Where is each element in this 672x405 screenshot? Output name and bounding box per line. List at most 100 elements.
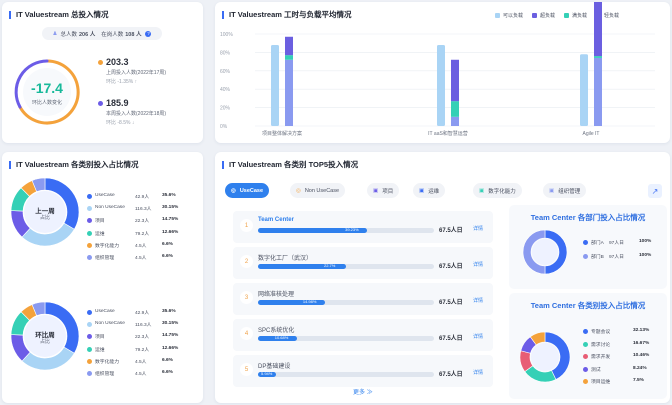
rank-name: SPC系统优化 bbox=[258, 328, 295, 334]
category-color-dot bbox=[87, 310, 92, 315]
rank-row[interactable]: 1 Team Center 39.23% 67.5人日 详情 bbox=[233, 211, 493, 243]
rank-row[interactable]: 5 DP基础建设 5.94% 67.5人日 详情 bbox=[233, 355, 493, 387]
bar-segment bbox=[285, 55, 293, 60]
tc-dept-name: 部门A bbox=[591, 241, 604, 246]
user-icon: ♟ bbox=[52, 30, 58, 37]
tc-category-dot bbox=[583, 329, 588, 334]
donut-slice bbox=[31, 301, 46, 317]
rank-detail-link[interactable]: 详情 bbox=[473, 262, 484, 268]
active-value: 108 人 bbox=[125, 31, 142, 38]
tab-org[interactable]: ▣ 组织管理 bbox=[543, 183, 587, 198]
donut1-center-label: 上一周 bbox=[35, 208, 55, 215]
rank-name: Team Center bbox=[258, 217, 294, 223]
tc-category-pct: 7.5% bbox=[633, 378, 644, 383]
overview-title: IT Valuestream 总投入情况 bbox=[9, 11, 109, 19]
tab-icon: ▣ bbox=[479, 187, 485, 194]
compare-week-donut bbox=[10, 301, 80, 371]
rank-detail-link[interactable]: 详情 bbox=[473, 370, 484, 376]
category-people: 22.3人 bbox=[135, 219, 150, 225]
rank-bar-fill bbox=[258, 300, 325, 305]
tab-usecase[interactable]: ◎ UseCase bbox=[225, 183, 270, 198]
tc-dept-people: 97人日 bbox=[609, 241, 624, 246]
bar-segment bbox=[451, 59, 459, 102]
rank-bar-track: 39.23% bbox=[258, 227, 434, 233]
legend-swatch bbox=[532, 13, 538, 18]
tab-icon: ◎ bbox=[296, 187, 301, 194]
gauge-label: 环比人数变化 bbox=[31, 100, 62, 106]
donut-hole bbox=[24, 315, 66, 357]
rank-bar-track: 22.7% bbox=[258, 263, 434, 269]
category-pct: 30.15% bbox=[162, 321, 179, 327]
category-name: 组织管理 bbox=[95, 256, 115, 261]
tc-category-pct: 16.67% bbox=[633, 340, 650, 346]
rank-bar-percent: 14.98% bbox=[302, 299, 317, 304]
category-color-dot bbox=[87, 334, 92, 340]
rank-number: 2 bbox=[240, 255, 253, 268]
category-color-dot bbox=[87, 242, 92, 248]
category-pct: 14.75% bbox=[162, 333, 179, 339]
category-pct: 6.6% bbox=[162, 357, 173, 363]
category-color-dot bbox=[87, 255, 92, 260]
donut1-center-sub: 占比 bbox=[39, 215, 50, 221]
legend-item: 超负载 bbox=[532, 12, 555, 19]
rank-detail-link[interactable]: 详情 bbox=[473, 298, 484, 304]
bar-segment bbox=[594, 57, 602, 126]
category-name: Non UseCase bbox=[95, 321, 125, 327]
category-name: Non UseCase bbox=[95, 205, 125, 211]
active-label: 在岗人数 bbox=[101, 31, 124, 38]
y-tick-label: 40% bbox=[220, 87, 231, 93]
rank-bar-fill bbox=[258, 264, 346, 269]
category-people: 4.5人 bbox=[135, 256, 147, 261]
category-color-dot bbox=[87, 371, 92, 376]
donut-slice bbox=[522, 229, 546, 275]
stat2-label: 本周投入人数(2022年18周) bbox=[106, 111, 167, 117]
tc-category-name: 需求讨论 bbox=[591, 342, 611, 348]
stat1-dot bbox=[98, 60, 103, 65]
external-link-icon[interactable]: ↗ bbox=[648, 184, 662, 198]
donut-hole bbox=[532, 239, 558, 265]
category-pct: 35.6% bbox=[162, 309, 176, 314]
tc-category-name: 项目运维 bbox=[591, 380, 611, 385]
bar-segment bbox=[451, 116, 459, 126]
headcount-value: 206 人 bbox=[79, 31, 96, 38]
x-tick-label: 项目整体解决方案 bbox=[262, 130, 302, 137]
rank-detail-link[interactable]: 详情 bbox=[473, 334, 484, 340]
tc-category-donut bbox=[519, 331, 571, 383]
legend-item: 可以负载 bbox=[495, 12, 523, 19]
rank-value: 67.5人日 bbox=[439, 228, 463, 234]
rank-name: DP基础建设 bbox=[258, 364, 291, 370]
legend-swatch bbox=[495, 13, 500, 18]
bar-segment bbox=[285, 36, 293, 56]
help-icon[interactable]: ? bbox=[145, 30, 152, 37]
tab-project[interactable]: ▣ 项目 bbox=[367, 183, 400, 198]
bar-segment bbox=[594, 56, 602, 58]
tc-category-title: Team Center 各类别投入占比情况 bbox=[530, 301, 646, 310]
tab-icon: ▣ bbox=[373, 187, 379, 194]
category-pct: 35.6% bbox=[162, 193, 176, 198]
rank-row[interactable]: 4 SPC系统优化 10.68% 67.5人日 详情 bbox=[233, 319, 493, 351]
tc-dept-donut bbox=[522, 229, 568, 275]
tc-dept-title: Team Center 各部门投入占比情况 bbox=[530, 213, 646, 222]
category-people: 79.2人 bbox=[135, 347, 150, 353]
headcount-label: 总人数 bbox=[60, 31, 77, 38]
workload-chart: 100% 80% 60% 40% 20% 0% 项目整体解决方案 IT aaS和智慧运营 Agi… bbox=[220, 2, 655, 137]
rank-row[interactable]: 3 网络准核处理 14.98% 67.5人日 详情 bbox=[233, 283, 493, 315]
category-pct: 6.6% bbox=[162, 254, 173, 259]
tc-category-name: 需求开发 bbox=[591, 355, 611, 360]
bar-available bbox=[580, 54, 588, 126]
tab-ops[interactable]: ▣ 运维 bbox=[413, 183, 446, 198]
rank-detail-link[interactable]: 详情 bbox=[473, 226, 484, 232]
tab-icon: ◎ bbox=[231, 187, 236, 194]
tc-dept-people: 97人日 bbox=[609, 255, 624, 260]
tab-non-usecase[interactable]: ◎ Non UseCase bbox=[290, 183, 346, 198]
tab-digital[interactable]: ▣ 数字化能力 bbox=[473, 183, 522, 198]
donut-slice bbox=[31, 177, 46, 193]
rank-row[interactable]: 2 数字化工厂（武汉） 22.7% 67.5人日 详情 bbox=[233, 247, 493, 279]
more-link[interactable]: 更多 ≫ bbox=[353, 390, 373, 396]
donut2-center-sub: 占比 bbox=[39, 339, 50, 345]
bar-segment bbox=[451, 101, 459, 117]
category-share-title: IT Valuestream 各类别投入占比情况 bbox=[9, 161, 139, 169]
rank-bar-fill bbox=[258, 336, 297, 341]
category-people: 79.2人 bbox=[135, 231, 150, 237]
category-color-dot bbox=[87, 206, 92, 212]
